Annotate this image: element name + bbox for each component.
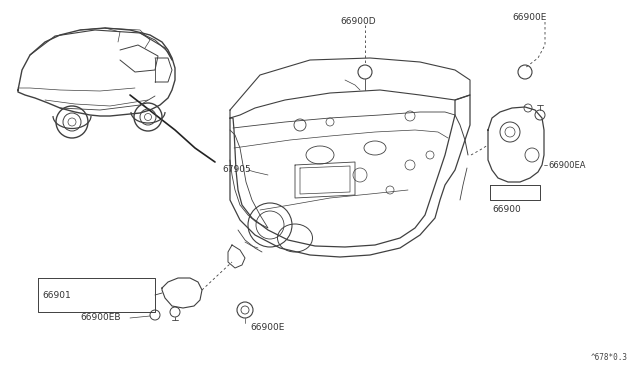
Text: 66900: 66900 [492, 205, 521, 215]
Text: 66900D: 66900D [340, 17, 376, 26]
Text: 66900E: 66900E [250, 324, 284, 333]
Text: 66900EB: 66900EB [80, 314, 120, 323]
Text: 66900EA: 66900EA [548, 160, 586, 170]
Text: 66900E: 66900E [512, 13, 547, 22]
Text: 66901: 66901 [42, 291, 71, 299]
Text: ^678*0.3: ^678*0.3 [591, 353, 628, 362]
Text: 67905: 67905 [222, 166, 251, 174]
